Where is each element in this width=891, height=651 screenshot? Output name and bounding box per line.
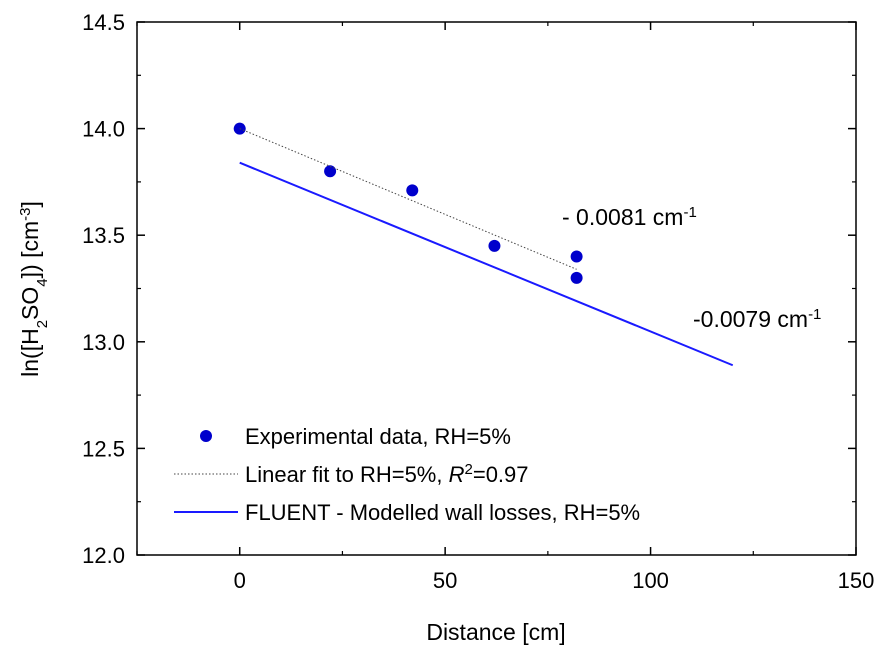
legend-label-fit: Linear fit to RH=5%, R2=0.97 xyxy=(245,461,529,488)
y-tick-label: 13.0 xyxy=(82,330,125,355)
linear-fit-line xyxy=(239,128,577,270)
legend-label-fluent: FLUENT - Modelled wall losses, RH=5% xyxy=(245,500,640,525)
x-tick-label: 0 xyxy=(234,568,246,593)
y-tick-label: 12.5 xyxy=(82,436,125,461)
svg-text:-0.0079 cm-1: -0.0079 cm-1 xyxy=(693,306,821,333)
annotation-model-slope: -0.0079 cm-1 xyxy=(693,306,821,333)
y-tick-label: 14.0 xyxy=(82,117,125,142)
y-tick-label: 12.0 xyxy=(82,543,125,568)
y-axis-title: ln([H2SO4]) [cm-3] xyxy=(17,201,51,377)
data-point xyxy=(406,184,419,197)
ticks: 0 50 100 150 12.0 12.5 13.0 13.5 14.0 14.5 xyxy=(82,10,874,593)
data-point xyxy=(488,239,501,252)
series-layer xyxy=(233,122,734,367)
y-tick-label: 13.5 xyxy=(82,223,125,248)
x-tick-label: 100 xyxy=(632,568,669,593)
legend-label-experimental: Experimental data, RH=5% xyxy=(245,424,511,449)
legend-marker-experimental xyxy=(200,430,212,442)
x-axis-title: Distance [cm] xyxy=(426,619,565,645)
fluent-model-line xyxy=(239,161,734,367)
x-tick-label: 50 xyxy=(433,568,457,593)
x-tick-label: 150 xyxy=(838,568,875,593)
data-point xyxy=(324,165,337,178)
legend: Experimental data, RH=5% Linear fit to R… xyxy=(174,424,640,525)
data-point xyxy=(570,271,583,284)
data-point xyxy=(570,250,583,263)
annotation-fit-slope: - 0.0081 cm-1 xyxy=(562,204,697,231)
svg-text:- 0.0081 cm-1: - 0.0081 cm-1 xyxy=(562,204,697,231)
y-tick-label: 14.5 xyxy=(82,10,125,35)
